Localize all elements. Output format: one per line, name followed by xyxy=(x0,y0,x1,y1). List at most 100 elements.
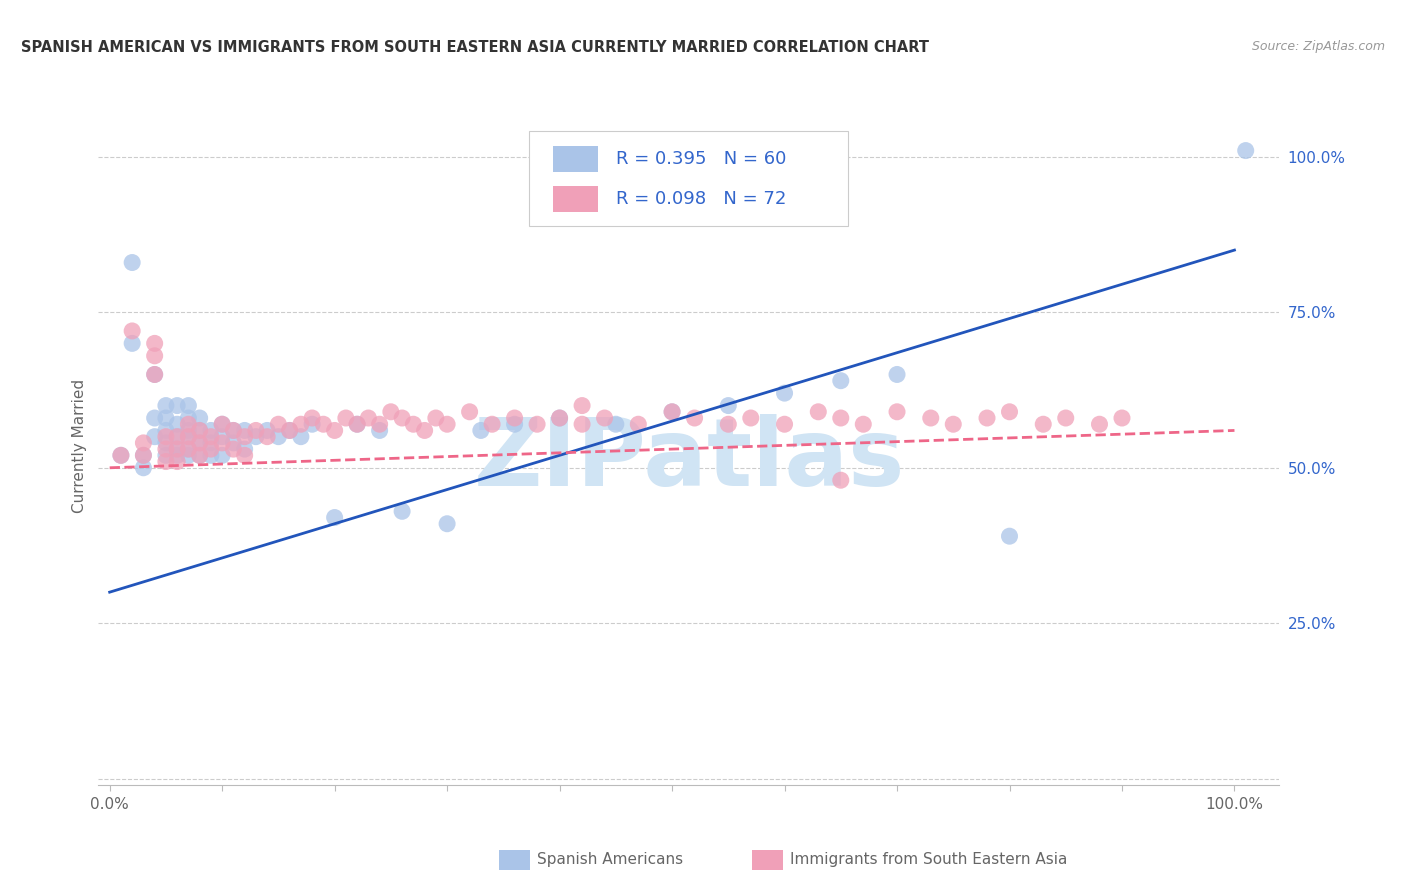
Point xyxy=(177,417,200,432)
Point xyxy=(211,448,233,462)
Point xyxy=(233,442,256,456)
Point xyxy=(222,424,245,438)
Point xyxy=(233,430,256,444)
Point xyxy=(233,424,256,438)
Point xyxy=(222,436,245,450)
Point xyxy=(717,417,740,432)
Point xyxy=(683,411,706,425)
Point xyxy=(166,448,188,462)
Point xyxy=(470,424,492,438)
Point xyxy=(571,417,593,432)
Point xyxy=(998,529,1021,543)
Point xyxy=(211,417,233,432)
Point xyxy=(391,411,413,425)
Point xyxy=(200,442,222,456)
Point xyxy=(503,417,526,432)
Point xyxy=(323,424,346,438)
Point xyxy=(177,430,200,444)
Point xyxy=(233,448,256,462)
Point xyxy=(166,430,188,444)
Point xyxy=(290,417,312,432)
Point xyxy=(177,442,200,456)
Point xyxy=(132,460,155,475)
Point xyxy=(301,411,323,425)
Point xyxy=(245,430,267,444)
Point xyxy=(1234,144,1257,158)
Text: SPANISH AMERICAN VS IMMIGRANTS FROM SOUTH EASTERN ASIA CURRENTLY MARRIED CORRELA: SPANISH AMERICAN VS IMMIGRANTS FROM SOUT… xyxy=(21,40,929,55)
Point xyxy=(1088,417,1111,432)
Point xyxy=(998,405,1021,419)
Point xyxy=(627,417,650,432)
Point xyxy=(290,430,312,444)
Point xyxy=(155,448,177,462)
Point xyxy=(312,417,335,432)
Point xyxy=(155,424,177,438)
Text: R = 0.395   N = 60: R = 0.395 N = 60 xyxy=(616,150,786,169)
Point xyxy=(661,405,683,419)
FancyBboxPatch shape xyxy=(530,131,848,226)
Point xyxy=(211,417,233,432)
Point xyxy=(188,411,211,425)
Point xyxy=(920,411,942,425)
Point xyxy=(110,448,132,462)
Point xyxy=(301,417,323,432)
Point xyxy=(110,448,132,462)
Point xyxy=(166,454,188,468)
Point xyxy=(278,424,301,438)
Text: ZIPatlas: ZIPatlas xyxy=(474,414,904,506)
Point xyxy=(436,417,458,432)
Text: Source: ZipAtlas.com: Source: ZipAtlas.com xyxy=(1251,40,1385,54)
Point xyxy=(256,430,278,444)
Point xyxy=(166,430,188,444)
Text: R = 0.098   N = 72: R = 0.098 N = 72 xyxy=(616,190,786,208)
Point xyxy=(166,442,188,456)
Point xyxy=(391,504,413,518)
Point xyxy=(166,417,188,432)
Point xyxy=(143,336,166,351)
Point xyxy=(346,417,368,432)
Y-axis label: Currently Married: Currently Married xyxy=(72,379,87,513)
Point xyxy=(661,405,683,419)
Point xyxy=(155,430,177,444)
Point xyxy=(177,411,200,425)
Point xyxy=(413,424,436,438)
Point xyxy=(278,424,301,438)
Point xyxy=(717,399,740,413)
Point xyxy=(830,374,852,388)
Point xyxy=(526,417,548,432)
Point xyxy=(380,405,402,419)
Point xyxy=(335,411,357,425)
Point xyxy=(886,405,908,419)
Point xyxy=(942,417,965,432)
Bar xyxy=(553,186,598,211)
Point xyxy=(222,424,245,438)
Point xyxy=(121,255,143,269)
Point xyxy=(245,424,267,438)
Point xyxy=(155,436,177,450)
Point xyxy=(200,430,222,444)
Bar xyxy=(553,146,598,172)
Point xyxy=(200,436,222,450)
Point xyxy=(425,411,447,425)
Point xyxy=(188,436,211,450)
Point xyxy=(132,436,155,450)
Point xyxy=(1054,411,1077,425)
Point xyxy=(177,399,200,413)
Point xyxy=(402,417,425,432)
Text: Spanish Americans: Spanish Americans xyxy=(537,853,683,867)
Point xyxy=(188,448,211,462)
Point xyxy=(211,436,233,450)
Point xyxy=(571,399,593,413)
Point xyxy=(830,473,852,487)
Point xyxy=(830,411,852,425)
Point xyxy=(503,411,526,425)
Point xyxy=(121,336,143,351)
Point xyxy=(357,411,380,425)
Point xyxy=(143,349,166,363)
Point xyxy=(852,417,875,432)
Point xyxy=(155,399,177,413)
Point xyxy=(121,324,143,338)
Point xyxy=(188,436,211,450)
Point xyxy=(886,368,908,382)
Point xyxy=(1111,411,1133,425)
